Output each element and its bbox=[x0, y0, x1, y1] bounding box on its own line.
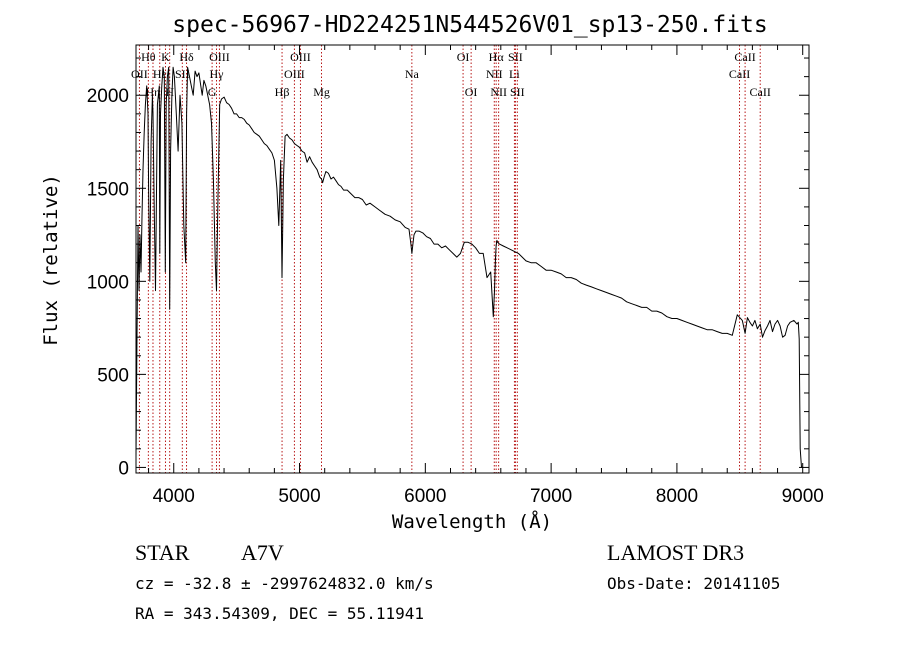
spectral-line-label: K bbox=[161, 50, 170, 64]
spectral-line-label: CaII bbox=[729, 67, 750, 81]
spectral-line-label: G bbox=[208, 85, 217, 99]
y-tick-label: 0 bbox=[118, 458, 129, 479]
spectral-line-label: SII bbox=[510, 85, 525, 99]
spectral-line-label: OI bbox=[465, 85, 478, 99]
spectrum-series-line bbox=[135, 66, 803, 468]
spectral-line-label: OII bbox=[131, 67, 148, 81]
spectral-line-label: OIII bbox=[209, 50, 230, 64]
spectral-line-label: CaII bbox=[734, 50, 755, 64]
spectral-line-label: SII bbox=[175, 67, 190, 81]
x-axis-label: Wavelength (Å) bbox=[392, 510, 552, 533]
spectral-line-markers: HθOIIHηHεKHSIIHδGHγOIIIHβOIIIOIIIMgNaOIO… bbox=[131, 45, 771, 473]
coordinates: RA = 343.54309, DEC = 55.11941 bbox=[135, 604, 424, 623]
survey-name: LAMOST DR3 bbox=[607, 540, 745, 565]
spectral-line-label: Na bbox=[405, 67, 420, 81]
obs-date: Obs-Date: 20141105 bbox=[607, 574, 781, 593]
spectrum-layer bbox=[135, 66, 803, 468]
x-tick-label: 6000 bbox=[404, 486, 446, 507]
spectral-line-label: SII bbox=[508, 50, 523, 64]
chart-title: spec-56967-HD224251N544526V01_sp13-250.f… bbox=[172, 12, 767, 38]
spectral-line-label: Mg bbox=[313, 85, 330, 99]
y-tick-label: 2000 bbox=[87, 86, 129, 107]
spectral-line-label: NII bbox=[486, 67, 503, 81]
plot-frame bbox=[135, 44, 810, 474]
spectral-line-label: NII bbox=[490, 85, 507, 99]
spectral-line-label: CaII bbox=[750, 85, 771, 99]
object-type: STAR bbox=[135, 540, 190, 565]
spectral-line-label: Li bbox=[509, 67, 520, 81]
redshift-line: cz = -32.8 ± -2997624832.0 km/s bbox=[135, 574, 434, 593]
spectral-line-label: H bbox=[165, 85, 174, 99]
axes: 4000 5000 6000 7000 8000 9000 0 500 1000 1500 2000 bbox=[87, 45, 824, 507]
x-tick-label: 9000 bbox=[782, 486, 824, 507]
spectral-line-label: Hδ bbox=[179, 50, 194, 64]
x-tick-label: 7000 bbox=[530, 486, 572, 507]
y-tick-label: 500 bbox=[97, 365, 129, 386]
spectral-line-label: OIII bbox=[290, 50, 311, 64]
y-tick-label: 1000 bbox=[87, 272, 129, 293]
spectral-line-label: OIII bbox=[284, 67, 305, 81]
spectral-class: A7V bbox=[241, 540, 284, 565]
x-tick-label: 8000 bbox=[656, 486, 698, 507]
y-axis-label: Flux (relative) bbox=[40, 174, 62, 346]
spectral-line-label: Hγ bbox=[210, 67, 225, 81]
x-tick-label: 4000 bbox=[153, 486, 195, 507]
spectral-line-label: OI bbox=[457, 50, 470, 64]
x-tick-label: 5000 bbox=[278, 486, 320, 507]
spectral-line-label: Hα bbox=[489, 50, 505, 64]
spectral-line-label: Hη bbox=[146, 85, 161, 99]
spectral-line-label: Hβ bbox=[275, 85, 290, 99]
y-tick-label: 1500 bbox=[87, 179, 129, 200]
spectral-line-label: Hθ bbox=[141, 50, 156, 64]
